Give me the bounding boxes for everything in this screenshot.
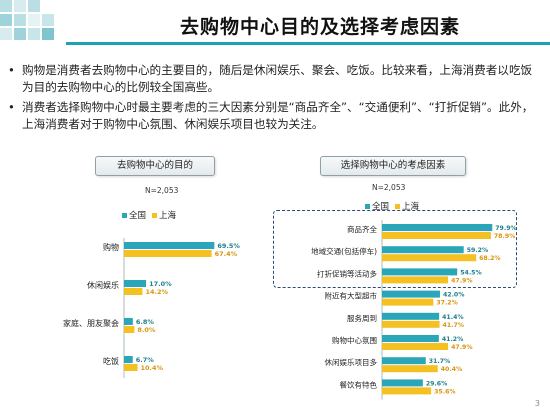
bar-shanghai (382, 387, 432, 395)
category-label: 打折促销等活动多 (317, 268, 377, 278)
legend-swatch-national (122, 212, 127, 218)
category-label: 附近有大型超市 (325, 291, 378, 301)
data-label: 68.2% (479, 255, 500, 262)
left-chart-title: 去购物中心的目的 (95, 156, 215, 176)
bar-shanghai (124, 364, 138, 371)
data-label: 47.9% (451, 344, 472, 351)
data-label: 41.2% (442, 336, 463, 343)
bar-national (382, 268, 458, 276)
data-label: 17.0% (149, 280, 172, 288)
legend-label-shanghai: 上海 (402, 202, 420, 212)
right-chart-sample-size: N=2,053 (372, 183, 406, 192)
data-label: 41.4% (442, 314, 463, 321)
bar-national (124, 318, 133, 325)
data-label: 79.9% (495, 225, 516, 232)
bar-national (382, 379, 423, 387)
legend-label-national: 全国 (372, 202, 390, 212)
data-label: 41.7% (443, 322, 464, 329)
data-label: 10.4% (141, 364, 164, 372)
data-label: 78.9% (494, 233, 515, 240)
bar-national (382, 290, 440, 298)
page-title: 去购物中心目的及选择考虑因素 (179, 16, 460, 38)
data-label: 6.7% (136, 356, 155, 364)
left-chart-legend: 全国 上海 (122, 209, 182, 221)
bar-national (382, 312, 440, 320)
bar-national (382, 224, 493, 231)
left-chart-sample-size: N=2,053 (145, 186, 179, 195)
data-label: 37.2% (436, 300, 457, 307)
category-label: 商品齐全 (347, 224, 377, 234)
bar-shanghai (382, 232, 491, 239)
bar-shanghai (382, 276, 449, 284)
bar-shanghai (382, 365, 438, 373)
data-label: 14.2% (145, 288, 168, 296)
bar-national (382, 246, 464, 254)
data-label: 47.9% (451, 277, 472, 284)
category-label: 地域交通(包括停车) (311, 246, 377, 256)
bar-national (382, 335, 439, 342)
data-label: 54.5% (460, 269, 481, 276)
data-label: 8.0% (137, 326, 156, 334)
data-label: 31.7% (429, 358, 450, 365)
data-label: 69.5% (217, 242, 240, 250)
legend-swatch-shanghai (152, 212, 158, 218)
page-number: 3 (534, 399, 540, 408)
bar-shanghai (124, 288, 143, 295)
left-bar-chart: 购物 69.5%67.4% 休闲娱乐 17.0%14.2% 家庭、朋友聚会 6.8%8.0… (63, 238, 240, 378)
data-label: 59.2% (467, 247, 488, 254)
category-label: 休闲娱乐 (87, 280, 119, 290)
right-chart-title: 选择购物中心的考虑因素 (320, 156, 466, 176)
data-label: 29.6% (426, 380, 447, 387)
bullet-list: 购物是消费者去购物中心的主要目的，随后是休闲娱乐、聚会、吃饭。比较来看，上海消费… (8, 62, 542, 136)
bar-national (124, 242, 215, 249)
category-label: 家庭、朋友聚会 (63, 318, 119, 328)
bullet-item: 消费者选择购物中心时最主要考虑的三大因素分别是“商品齐全”、“交通便利”、“打折… (8, 99, 542, 133)
category-label: 购物 (103, 242, 119, 252)
right-bar-chart: 商品齐全 79.9%78.9% 地域交通(包括停车) 59.2%68.2% 打折促销等活… (311, 220, 517, 400)
category-label: 购物中心氛围 (332, 335, 377, 345)
bar-shanghai (382, 298, 434, 306)
legend-label-national: 全国 (129, 211, 147, 221)
data-label: 67.4% (215, 250, 238, 258)
right-chart-legend: 全国 上海 (365, 200, 425, 212)
bar-shanghai (124, 250, 212, 257)
data-label: 6.8% (136, 318, 155, 326)
data-label: 40.4% (441, 366, 462, 373)
legend-swatch-national (365, 203, 370, 209)
title-underline (66, 42, 550, 45)
category-label: 服务周到 (347, 313, 377, 323)
category-label: 餐饮有特色 (340, 379, 378, 389)
legend-swatch-shanghai (395, 203, 401, 209)
legend-label-shanghai: 上海 (159, 211, 177, 221)
bar-shanghai (382, 320, 440, 328)
bar-national (124, 356, 133, 363)
top-factors-highlight-box (273, 210, 517, 288)
category-label: 吃饭 (103, 356, 119, 366)
bar-shanghai (124, 326, 135, 333)
bar-shanghai (382, 343, 449, 350)
data-label: 42.0% (443, 292, 464, 299)
bar-national (382, 357, 426, 365)
category-label: 休闲娱乐项目多 (325, 357, 378, 367)
bar-shanghai (382, 254, 477, 262)
data-label: 35.6% (434, 388, 455, 395)
bullet-item: 购物是消费者去购物中心的主要目的，随后是休闲娱乐、聚会、吃饭。比较来看，上海消费… (8, 62, 542, 96)
bar-national (124, 280, 147, 287)
header-decoration (0, 0, 54, 40)
